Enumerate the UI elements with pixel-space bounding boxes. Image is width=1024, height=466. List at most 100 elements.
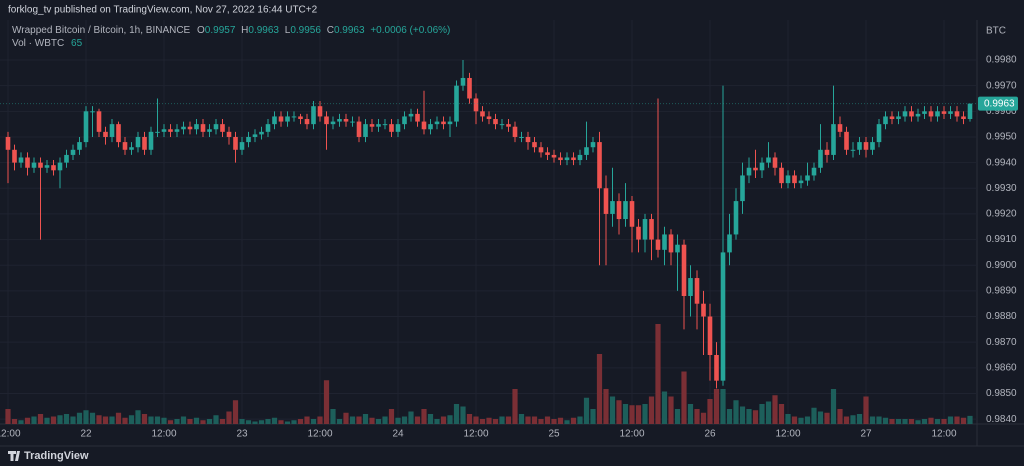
volume-bar: [167, 420, 174, 424]
volume-bar: [616, 400, 622, 424]
candle-body: [298, 116, 303, 120]
y-tick-label: 0.9960: [986, 106, 1017, 117]
candle-body: [616, 201, 622, 220]
volume-bar: [141, 414, 148, 424]
volume-bar: [297, 419, 304, 424]
candle-body: [382, 124, 388, 126]
candle-body: [740, 175, 745, 202]
candle-body: [551, 154, 557, 158]
volume-bar: [37, 414, 44, 424]
candle-body: [408, 113, 414, 117]
volume-bar: [726, 409, 733, 424]
x-tick-label: 12:00: [463, 429, 488, 440]
volume-bar: [50, 416, 57, 424]
candle-body: [805, 175, 810, 181]
candle-body: [493, 119, 498, 125]
candle-body: [304, 119, 310, 125]
candle-body: [343, 119, 349, 122]
volume-bar: [837, 409, 843, 424]
candle-body: [525, 136, 531, 143]
candle-body: [603, 188, 609, 214]
volume-bar: [661, 391, 668, 424]
volume-bar: [752, 410, 759, 424]
candle-body: [252, 134, 258, 137]
candle-body: [727, 234, 732, 253]
volume-bar: [765, 401, 772, 424]
volume-bar: [577, 416, 583, 424]
volume-bar: [369, 417, 375, 424]
volume-bar: [947, 416, 954, 424]
volume-bar: [89, 412, 96, 424]
candle-body: [337, 119, 342, 122]
volume-bar: [531, 416, 538, 424]
volume-bar: [512, 389, 518, 424]
candle-body: [538, 147, 544, 153]
ohlc-label: O: [197, 25, 205, 36]
candle-body: [870, 142, 875, 150]
candle-body: [896, 116, 901, 120]
candle-body: [291, 116, 297, 118]
volume-bar: [915, 420, 921, 424]
volume-bar: [356, 416, 362, 424]
volume-bar: [830, 389, 837, 424]
candle-body: [213, 124, 219, 130]
candle-body: [909, 111, 914, 117]
candle-body: [837, 124, 843, 132]
volume-bar: [421, 409, 427, 424]
candle-body: [129, 147, 134, 150]
volume-bar: [343, 412, 349, 424]
candle-layer: [5, 60, 973, 389]
candle-body: [194, 124, 199, 130]
y-tick-label: 0.9870: [986, 337, 1017, 348]
volume-bar: [427, 414, 434, 424]
candle-body: [519, 136, 524, 138]
candle-body: [44, 165, 50, 168]
candle-body: [935, 111, 940, 117]
candle-body: [434, 121, 440, 125]
volume-bar: [128, 415, 135, 424]
candle-body: [12, 149, 17, 163]
volume-bar: [330, 409, 336, 424]
candle-body: [187, 126, 193, 130]
volume-bar: [479, 419, 486, 424]
volume-bar: [70, 416, 76, 424]
volume-layer: [5, 324, 973, 424]
volume-bar: [174, 419, 180, 424]
candle-body: [402, 116, 407, 125]
candle-body: [25, 157, 30, 168]
volume-bar: [401, 416, 408, 424]
volume-bar: [629, 405, 635, 424]
candle-body: [915, 113, 921, 117]
candle-body: [876, 124, 882, 143]
header: forklog_tv published on TradingView.com,…: [8, 5, 318, 16]
volume-bar: [804, 416, 811, 424]
candle-body: [681, 244, 687, 297]
legend-volume: Vol · WBTC 65: [12, 38, 83, 49]
candle-body: [564, 157, 570, 161]
candle-body: [597, 142, 602, 189]
x-tick-label: 26: [704, 429, 716, 440]
candle-body: [779, 167, 784, 184]
last-price-tag: [978, 96, 1018, 111]
candle-body: [395, 124, 401, 132]
volume-bar: [317, 416, 323, 424]
volume-bar: [375, 419, 382, 424]
volume-bar: [843, 416, 850, 424]
volume-bar: [44, 417, 50, 424]
footer-logo: TradingView: [8, 450, 89, 462]
candle-body: [18, 157, 24, 163]
candle-body: [480, 111, 485, 117]
candle-body: [746, 167, 752, 176]
candle-body: [239, 142, 245, 150]
volume-bar: [876, 416, 882, 424]
candle-body: [350, 121, 355, 123]
candle-body: [610, 201, 615, 214]
candle-body: [675, 244, 680, 253]
axis-unit: BTC: [986, 26, 1006, 37]
candle-body: [532, 142, 537, 148]
volume-bar: [895, 419, 902, 424]
volume-bar: [213, 415, 219, 424]
